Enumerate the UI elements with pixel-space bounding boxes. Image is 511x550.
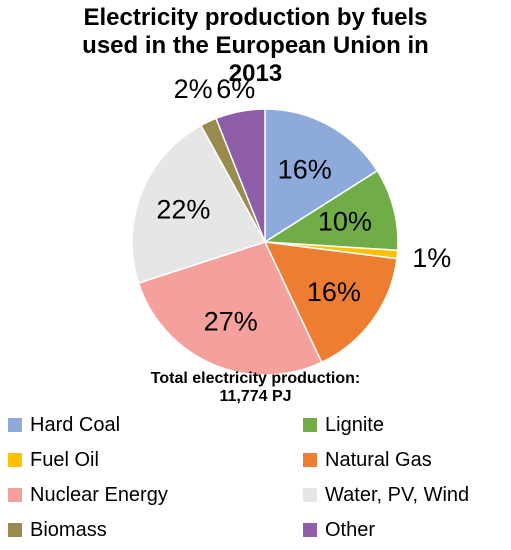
legend-item-natural-gas: Natural Gas <box>303 448 508 472</box>
chart-title-line-1: Electricity production by fuels <box>83 4 428 31</box>
legend-item-lignite: Lignite <box>303 413 508 437</box>
legend-swatch-natural-gas <box>303 453 317 467</box>
pie-slice-hard-coal <box>264 108 379 244</box>
pie-label-natural-gas: 16% <box>307 277 361 307</box>
legend-label-natural-gas: Natural Gas <box>325 448 432 471</box>
legend-swatch-other <box>303 523 317 537</box>
legend-label-nuclear-energy: Nuclear Energy <box>30 483 168 506</box>
legend-item-water-pv-wind: Water, PV, Wind <box>303 483 508 507</box>
legend-label-lignite: Lignite <box>325 413 384 436</box>
pie-label-other: 6% <box>216 74 255 104</box>
total-production: Total electricity production: 11,774 PJ <box>0 370 511 406</box>
legend-swatch-biomass <box>8 523 22 537</box>
legend-item-other: Other <box>303 518 508 542</box>
legend-label-water-pv-wind: Water, PV, Wind <box>325 483 470 506</box>
pie-label-hard-coal: 16% <box>278 155 332 185</box>
legend-item-nuclear-energy: Nuclear Energy <box>8 483 303 507</box>
pie-label-biomass: 2% <box>174 74 213 104</box>
legend-item-hard-coal: Hard Coal <box>8 413 303 437</box>
legend-label-other: Other <box>325 518 376 541</box>
legend-label-biomass: Biomass <box>30 518 107 541</box>
legend-item-biomass: Biomass <box>8 518 303 542</box>
legend-swatch-nuclear-energy <box>8 488 22 502</box>
chart-title: Electricity production by fuels used in … <box>0 4 511 88</box>
pie-label-water-pv-wind: 22% <box>156 195 210 225</box>
legend: Hard Coal Lignite Fuel Oil Natural Gas N… <box>8 413 508 542</box>
pie-slice-natural-gas <box>263 241 398 364</box>
chart-title-line-2: used in the European Union in <box>82 32 429 59</box>
legend-label-hard-coal: Hard Coal <box>30 413 121 436</box>
pie-slice-other <box>215 108 266 243</box>
pie-label-lignite: 10% <box>318 207 372 237</box>
legend-item-fuel-oil: Fuel Oil <box>8 448 303 472</box>
pie-label-fuel-oil: 1% <box>412 243 451 273</box>
legend-swatch-water-pv-wind <box>303 488 317 502</box>
legend-swatch-hard-coal <box>8 418 22 432</box>
pie-label-nuclear-energy: 27% <box>204 306 258 336</box>
legend-label-fuel-oil: Fuel Oil <box>30 448 99 471</box>
legend-swatch-lignite <box>303 418 317 432</box>
chart-title-line-3: 2013 <box>228 60 283 87</box>
total-production-label: Total electricity production: <box>150 370 361 387</box>
pie-slice-water-pv-wind <box>131 124 267 285</box>
pie-slice-nuclear-energy <box>137 241 323 376</box>
pie-slice-lignite <box>262 169 399 252</box>
total-production-value: 11,774 PJ <box>219 388 292 405</box>
legend-swatch-fuel-oil <box>8 453 22 467</box>
